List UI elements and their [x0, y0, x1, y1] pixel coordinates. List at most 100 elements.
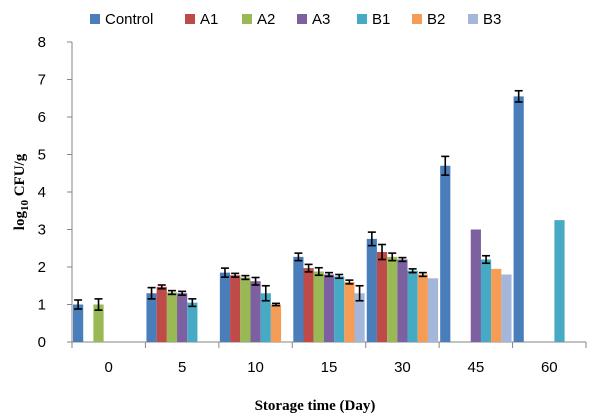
bar-b2-15 — [344, 282, 355, 342]
y-tick-label: 6 — [38, 109, 46, 126]
bar-a3-45 — [470, 229, 481, 342]
error-bar — [178, 290, 187, 296]
bar-a1-15 — [303, 268, 314, 342]
legend-swatch-a3 — [297, 14, 307, 24]
bar-a2-10 — [240, 277, 251, 342]
error-bar — [74, 299, 83, 310]
y-axis-title-sub: 10 — [19, 200, 31, 212]
bar-control-10 — [219, 272, 231, 342]
x-tick-label: 0 — [105, 359, 113, 376]
y-axis-title-main: log — [12, 211, 28, 231]
bar-control-60 — [513, 96, 524, 342]
bar-a3-10 — [250, 281, 261, 342]
error-bar — [231, 272, 240, 278]
bar-b3-15 — [354, 293, 365, 342]
error-bar — [147, 286, 156, 300]
y-tick-label: 7 — [38, 72, 46, 89]
error-bar — [188, 298, 197, 308]
x-tick-label: 30 — [394, 359, 411, 376]
error-bar — [261, 284, 270, 302]
bar-b2-30 — [417, 274, 428, 342]
legend-label-b1: B1 — [372, 11, 390, 28]
bar-b3-30 — [427, 278, 439, 342]
error-bar — [388, 252, 397, 262]
legend-label-a2: A2 — [257, 11, 275, 28]
bar-b2-10 — [270, 304, 282, 342]
error-bar — [304, 263, 313, 273]
legend-swatch-a1 — [185, 14, 195, 24]
bar-control-30 — [366, 238, 377, 342]
bar-b1-5 — [187, 302, 198, 342]
y-tick-label: 0 — [38, 334, 46, 351]
error-bar — [94, 298, 103, 311]
bar-b1-10 — [260, 293, 271, 342]
y-axis-title: log10 CFU/g — [12, 153, 31, 230]
bar-b1-30 — [407, 270, 418, 342]
y-axis-title-tail: CFU/g — [12, 153, 28, 200]
error-bar — [271, 302, 280, 307]
legend-label-b3: B3 — [483, 11, 501, 28]
legend-swatch-b1 — [357, 14, 367, 24]
error-bar — [294, 252, 303, 262]
bar-a2-5 — [166, 292, 178, 342]
error-bar — [157, 284, 166, 290]
error-bar — [482, 254, 491, 265]
legend-swatch-control — [90, 14, 100, 24]
error-bar — [345, 279, 354, 285]
bar-a2-15 — [313, 271, 324, 342]
legend-swatch-b3 — [468, 14, 478, 24]
bar-control-5 — [146, 293, 157, 342]
bar-a3-15 — [323, 274, 335, 342]
error-bar — [314, 266, 323, 277]
x-tick-label: 15 — [321, 359, 338, 376]
legend-label-b2: B2 — [427, 11, 445, 28]
bar-a1-30 — [376, 252, 388, 342]
y-axis: 0 1 2 3 4 5 6 7 8 — [38, 34, 73, 351]
legend-label-control: Control — [105, 11, 153, 28]
error-bar — [325, 271, 333, 278]
y-tick-label: 5 — [38, 147, 46, 164]
bar-a3-5 — [177, 293, 188, 342]
bars — [73, 96, 565, 342]
y-tick-label: 1 — [38, 297, 46, 314]
error-bar — [251, 276, 260, 286]
error-bar — [418, 271, 427, 278]
x-tick-label: 45 — [468, 359, 485, 376]
legend-swatch-a2 — [242, 14, 252, 24]
bar-control-45 — [440, 165, 451, 342]
bar-a3-30 — [397, 259, 408, 342]
error-bars — [74, 89, 523, 311]
y-tick-label: 3 — [38, 222, 46, 239]
bar-a1-5 — [156, 286, 167, 342]
error-bar — [441, 155, 450, 176]
y-tick-label: 8 — [38, 34, 46, 51]
bar-b1-15 — [334, 276, 345, 342]
bar-control-0 — [73, 304, 84, 342]
legend-label-a1: A1 — [200, 11, 218, 28]
legend: Control A1 A2 A3 B1 B2 B3 — [90, 11, 501, 28]
legend-label-a3: A3 — [312, 11, 330, 28]
error-bar — [241, 274, 250, 281]
x-axis-title: Storage time (Day) — [255, 398, 376, 414]
bar-a2-0 — [93, 304, 104, 342]
y-tick-label: 2 — [38, 259, 46, 276]
error-bar — [398, 256, 407, 263]
bar-a1-10 — [230, 275, 241, 342]
error-bar — [514, 89, 523, 103]
legend-swatch-b2 — [412, 14, 422, 24]
error-bar — [167, 289, 176, 296]
error-bar — [220, 267, 229, 278]
bar-b3-45 — [501, 274, 512, 342]
error-bar — [367, 231, 376, 247]
x-axis: 0 5 10 15 30 45 60 — [71, 341, 587, 376]
error-bar — [408, 268, 417, 274]
bar-b1-45 — [480, 259, 492, 342]
bar-control-15 — [293, 256, 304, 342]
y-tick-label: 4 — [38, 184, 46, 201]
bar-b2-45 — [491, 268, 502, 342]
bar-a2-30 — [387, 256, 398, 342]
error-bar — [355, 284, 364, 302]
x-tick-label: 5 — [178, 359, 186, 376]
x-tick-label: 10 — [247, 359, 264, 376]
